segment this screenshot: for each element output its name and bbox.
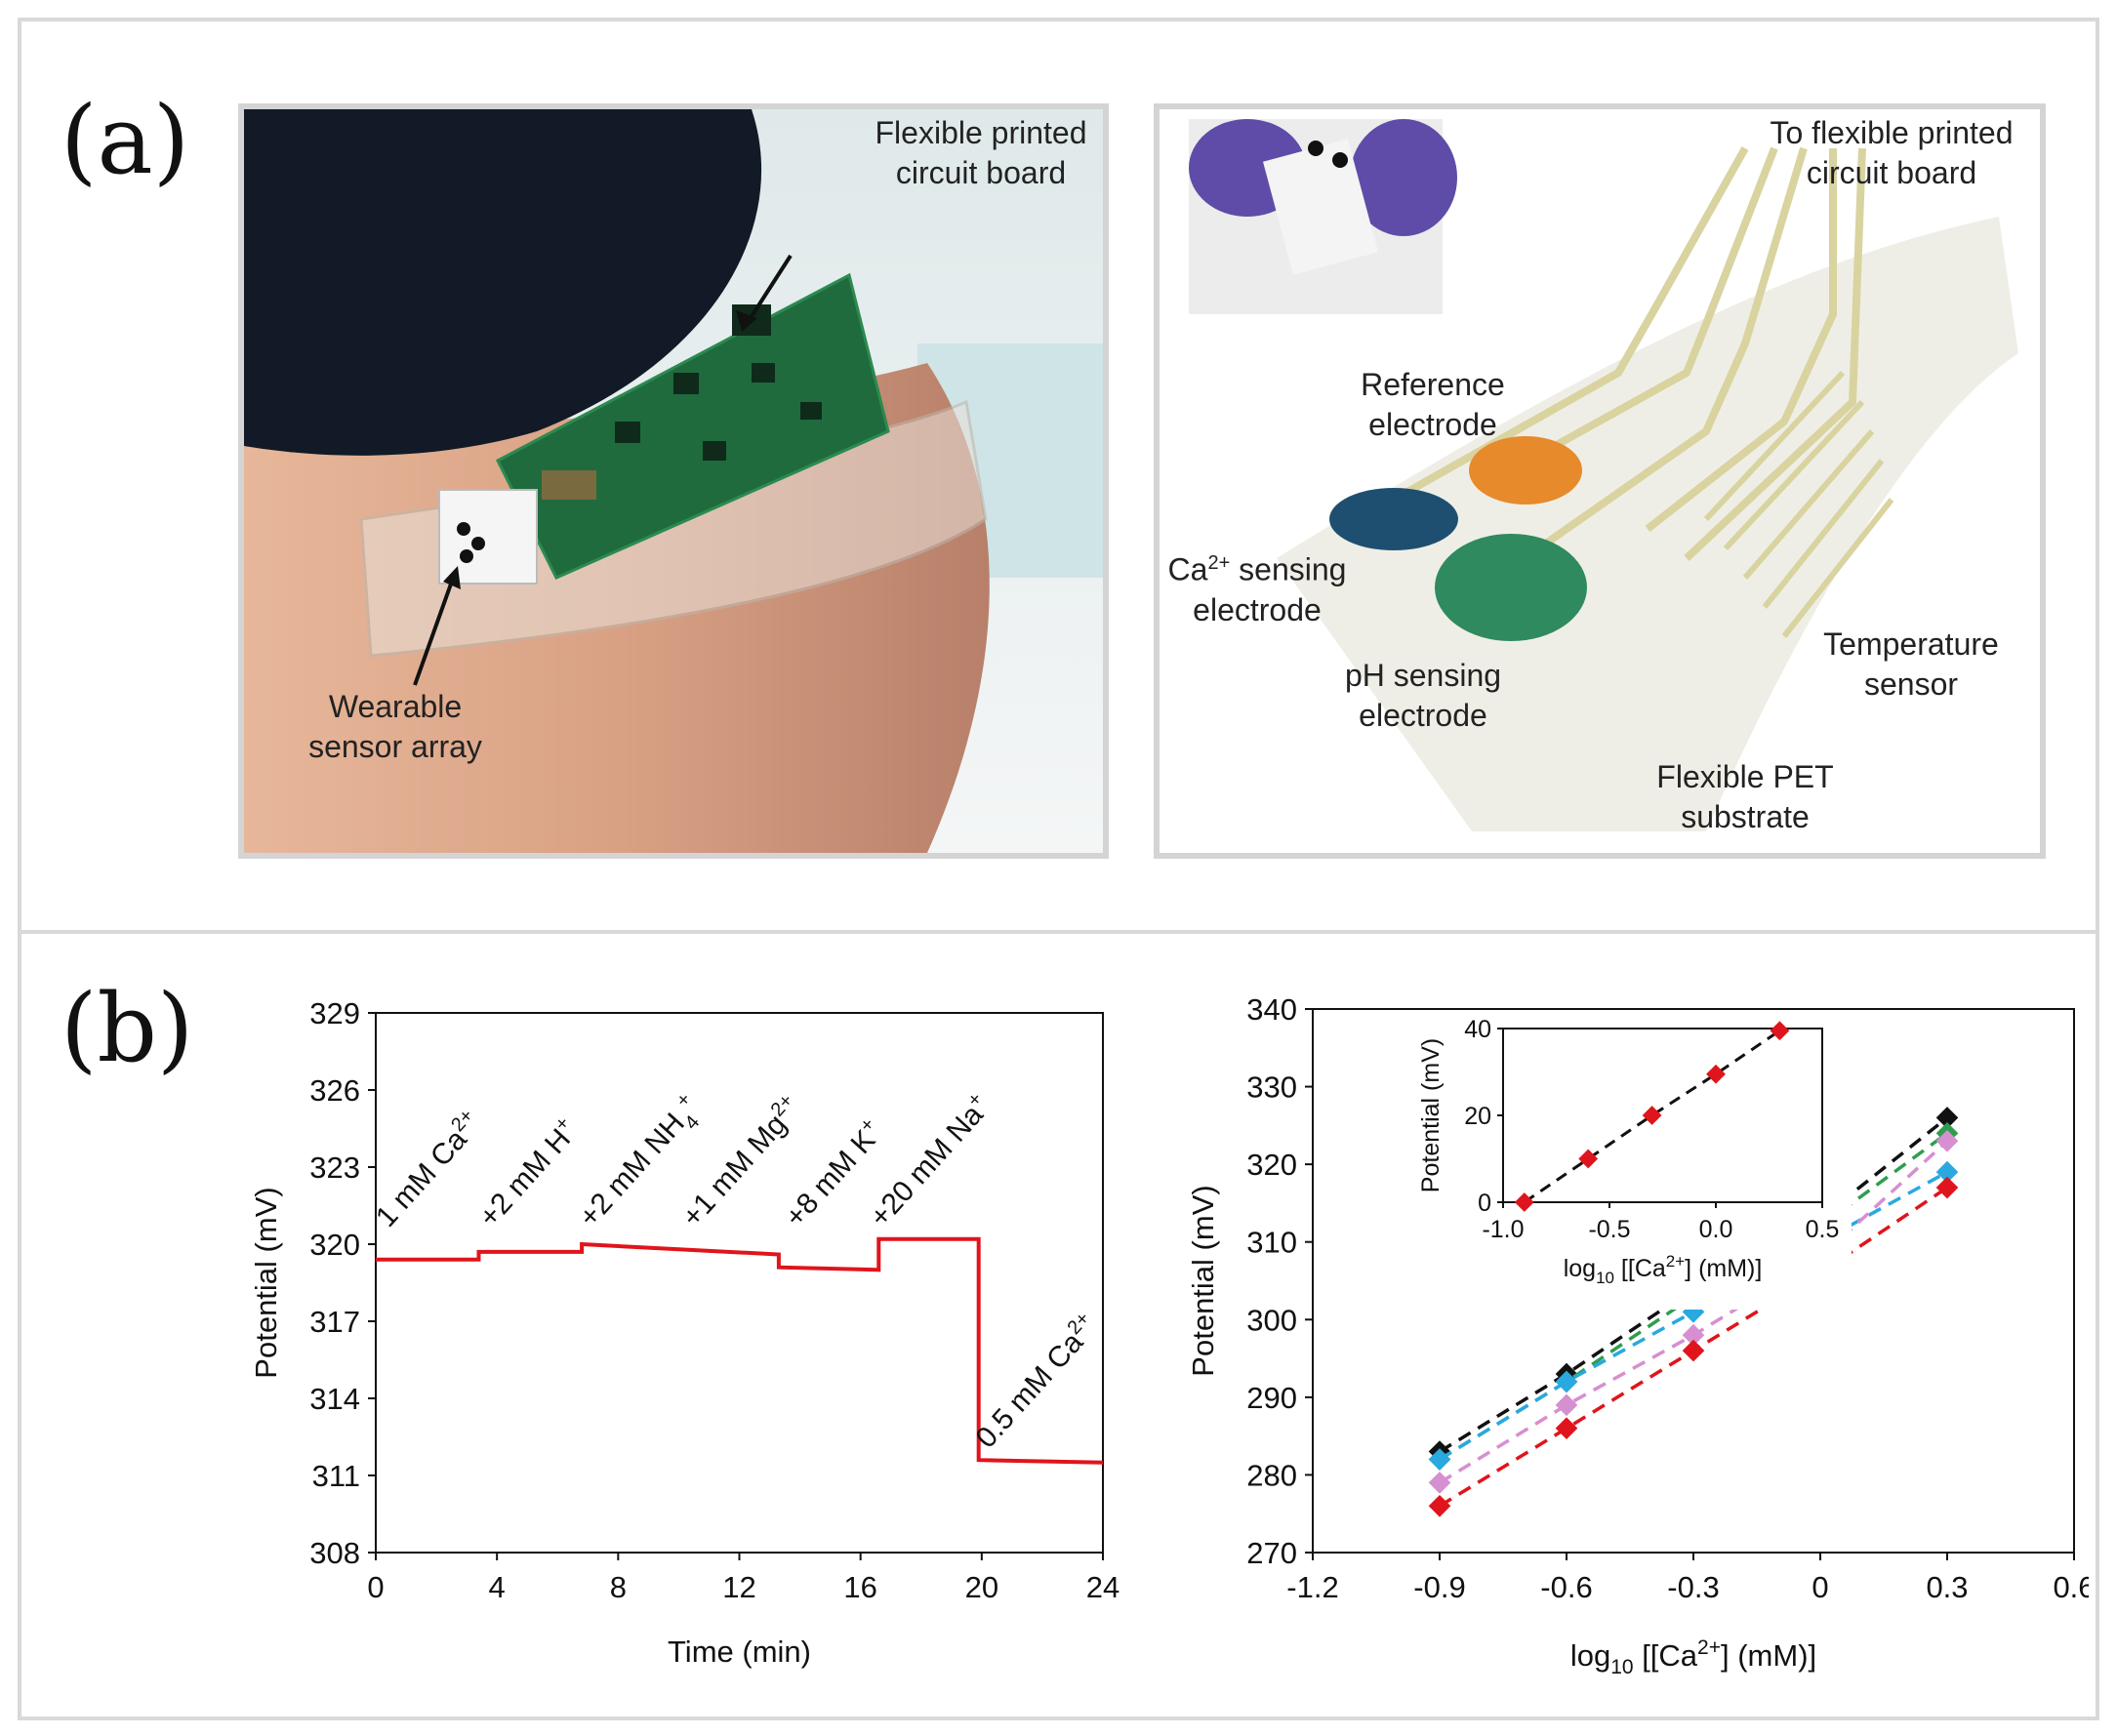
- connector: [542, 470, 596, 500]
- arrow-pcb: [745, 254, 793, 326]
- data-point: [1682, 1339, 1705, 1362]
- ph-electrode: [1435, 534, 1587, 641]
- annotation-label: 0.5 mM Ca2+: [967, 1308, 1104, 1454]
- x-axis-label: log10 [[Ca2+] (mM)]: [1570, 1636, 1816, 1678]
- y-tick-label: 290: [1246, 1381, 1297, 1415]
- y-tick-label: 329: [309, 996, 360, 1030]
- annotation-label: +2 mM H+: [470, 1112, 585, 1233]
- y-tick-label: 323: [309, 1151, 360, 1185]
- data-point: [1428, 1448, 1451, 1471]
- y-tick-label: 317: [309, 1305, 360, 1339]
- label-flexible-pcb: Flexible printed circuit board: [875, 115, 1087, 190]
- y-tick-label: 300: [1246, 1303, 1297, 1337]
- panel-label-a: (a): [61, 86, 190, 195]
- x-tick-label: 8: [610, 1570, 627, 1604]
- label-wearable-array: Wearable sensor array: [308, 689, 482, 764]
- x-tick-label: 4: [489, 1570, 506, 1604]
- label-pet: Flexible PET substrate: [1656, 759, 1834, 834]
- panel-divider: [18, 930, 2099, 934]
- x-tick-label: -0.3: [1667, 1570, 1719, 1604]
- y-tick-label: 314: [309, 1382, 360, 1416]
- y-tick-label: 340: [1246, 992, 1297, 1027]
- inset-fit-line: [1523, 1029, 1781, 1204]
- y-tick-label: 311: [312, 1459, 360, 1493]
- inset-x-tick-label: -1.0: [1482, 1216, 1524, 1243]
- x-tick-label: 0.6: [2053, 1570, 2089, 1604]
- x-tick-label: 12: [722, 1570, 755, 1604]
- ca-electrode: [1329, 488, 1458, 550]
- data-point: [1428, 1494, 1451, 1517]
- reference-electrode: [1469, 436, 1582, 505]
- inset-x-axis-label: log10 [[Ca2+] (mM)]: [1564, 1252, 1763, 1287]
- pcb-chips: [615, 304, 822, 461]
- temperature-serpentine: [1703, 370, 1894, 638]
- x-tick-label: 0: [1812, 1570, 1828, 1604]
- calibration-chart: 270 280 290 300 310 320 330 340 -1.2 -0.9 -0.6 -0.3…: [1186, 992, 2089, 1678]
- data-point: [1555, 1393, 1578, 1417]
- trace-line: [376, 1236, 1104, 1465]
- x-tick-label: -0.6: [1540, 1570, 1592, 1604]
- plot-area: [375, 1012, 1104, 1554]
- x-axis-label: Time (min): [668, 1635, 811, 1669]
- inset-y-axis-label: Potential (mV): [1417, 1038, 1445, 1192]
- x-tick-label: 0: [367, 1570, 384, 1604]
- inset-background: [1396, 1019, 1852, 1310]
- x-tick-label: 16: [843, 1570, 876, 1604]
- data-point: [1682, 1323, 1705, 1347]
- inset-y-tick-label: 20: [1464, 1103, 1491, 1130]
- dark-sleeve: [244, 109, 762, 456]
- arm-illustration: [244, 109, 1103, 853]
- x-tick-label: 0.3: [1926, 1570, 1968, 1604]
- x-tick-label: -0.9: [1413, 1570, 1465, 1604]
- schematic-drawing: [1189, 119, 2018, 831]
- data-point: [1428, 1472, 1451, 1494]
- inset-x-tick-label: -0.5: [1588, 1216, 1630, 1243]
- y-axis-label: Potential (mV): [1186, 1185, 1220, 1376]
- label-to-pcb: To flexible printed circuit board: [1770, 115, 2014, 190]
- y-tick-label: 308: [309, 1536, 360, 1570]
- y-tick-label: 320: [309, 1228, 360, 1262]
- panel-label-b: (b): [61, 974, 194, 1083]
- annotation-label: 1 mM Ca2+: [368, 1105, 488, 1232]
- y-tick-label: 310: [1246, 1226, 1297, 1260]
- inset-data-point: [1578, 1149, 1599, 1169]
- y-axis-label: Potential (mV): [249, 1187, 283, 1378]
- inset-y-tick-label: 0: [1478, 1190, 1491, 1217]
- inset-data-point: [1514, 1192, 1534, 1212]
- sensor-schematic: To flexible printed circuit board Refere…: [1154, 103, 2046, 859]
- inset-y-tick-label: 40: [1464, 1016, 1491, 1043]
- label-ca-sensing: Ca2+ sensing electrode: [1167, 551, 1347, 627]
- data-point: [1935, 1176, 1959, 1199]
- wearable-band-photo: Flexible printed circuit board Wearable …: [238, 103, 1109, 859]
- data-point: [1555, 1417, 1578, 1439]
- figure-frame: [18, 18, 2099, 1720]
- data-point: [1935, 1129, 1959, 1152]
- data-point: [1555, 1370, 1578, 1393]
- label-ph-sensing: pH sensing electrode: [1344, 658, 1502, 733]
- x-tick-label: -1.2: [1286, 1570, 1338, 1604]
- label-reference: Reference electrode: [1361, 367, 1505, 442]
- sensor-patch: [438, 489, 538, 585]
- time-trace-chart: 308 311 314 317 320 323 326 329 0 4 8 12 16 20 24 Time …: [249, 996, 1120, 1669]
- inset-x-tick-label: 0.5: [1806, 1216, 1840, 1243]
- y-tick-label: 270: [1246, 1536, 1297, 1570]
- annotation-label: +20 mM Na+: [862, 1088, 997, 1233]
- label-temperature: Temperature sensor: [1823, 626, 1999, 702]
- y-tick-label: 330: [1246, 1070, 1297, 1105]
- y-tick-label: 280: [1246, 1458, 1297, 1492]
- arrow-array: [413, 575, 456, 686]
- x-tick-label: 20: [965, 1570, 998, 1604]
- inset-x-tick-label: 0.0: [1699, 1216, 1733, 1243]
- x-tick-label: 24: [1086, 1570, 1120, 1604]
- gold-traces: [1392, 146, 1866, 572]
- y-tick-label: 320: [1246, 1148, 1297, 1182]
- y-tick-label: 326: [309, 1073, 360, 1108]
